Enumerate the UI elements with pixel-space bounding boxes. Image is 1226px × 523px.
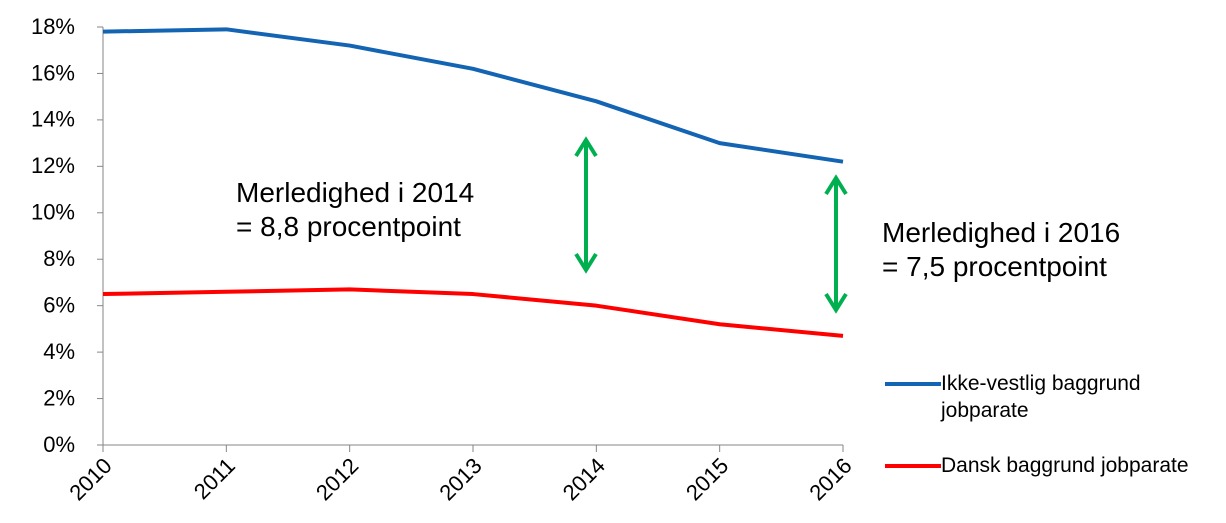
y-tick-label: 12% [31,153,75,178]
legend-item: Ikke-vestlig baggrund jobparate [885,370,1226,424]
x-tick-label: 2010 [64,453,116,505]
y-tick-label: 8% [43,246,75,271]
y-tick-label: 2% [43,385,75,410]
y-tick-label: 10% [31,200,75,225]
series-line [102,27,844,164]
annotation: Merledighed i 2014 = 8,8 procentpoint [236,176,474,244]
legend-label: Ikke-vestlig baggrund jobparate [941,372,1141,422]
x-tick-label: 2015 [681,453,733,505]
y-tick-label: 18% [31,14,75,39]
annotation: Merledighed i 2016 = 7,5 procentpoint [882,216,1120,284]
y-tick-label: 6% [43,292,75,317]
x-tick-label: 2012 [311,453,363,505]
x-tick-label: 2013 [434,453,486,505]
legend-item: Dansk baggrund jobparate [885,452,1226,479]
x-tick-label: 2014 [558,453,610,505]
annotation-line: Merledighed i 2016 [882,217,1121,248]
legend-swatch [885,382,941,386]
x-tick-label: 2011 [189,453,240,504]
series-line [102,287,844,338]
y-tick-label: 14% [31,107,75,132]
arrow [574,136,848,314]
y-tick-label: 16% [31,60,75,85]
y-tick-label: 4% [43,339,75,364]
annotation-line: = 7,5 procentpoint [882,251,1107,282]
annotation-line: Merledighed i 2014 [236,177,475,208]
x-tick-label: 2016 [804,453,856,505]
annotation-line: = 8,8 procentpoint [236,211,461,242]
y-tick-label: 0% [43,432,75,457]
legend-label: Dansk baggrund jobparate [941,454,1189,477]
legend-swatch [885,464,941,468]
